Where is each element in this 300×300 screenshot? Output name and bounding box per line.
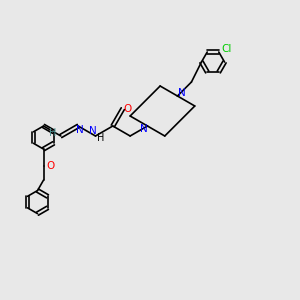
Text: O: O xyxy=(46,161,55,171)
Text: N: N xyxy=(140,124,147,134)
Text: N: N xyxy=(88,126,96,136)
Text: Cl: Cl xyxy=(222,44,232,54)
Text: H: H xyxy=(97,133,104,143)
Text: N: N xyxy=(178,88,185,98)
Text: O: O xyxy=(124,104,132,114)
Text: H: H xyxy=(49,128,56,138)
Text: N: N xyxy=(76,125,84,135)
